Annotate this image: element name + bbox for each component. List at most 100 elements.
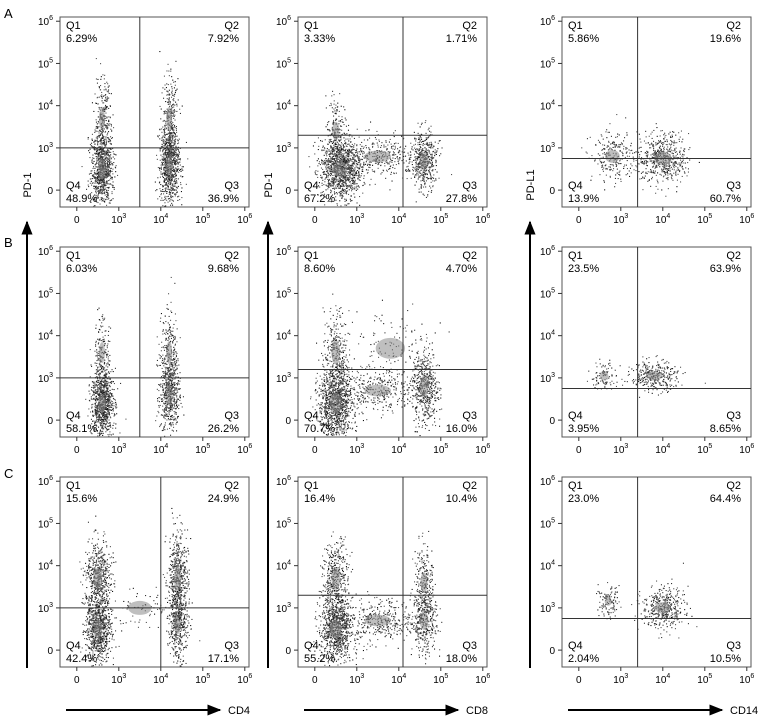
event-dot xyxy=(172,145,174,147)
event-dot xyxy=(102,102,104,104)
event-dot xyxy=(103,144,105,146)
event-dot xyxy=(357,188,359,190)
event-dot xyxy=(96,140,98,142)
event-dot xyxy=(327,188,329,190)
event-dot xyxy=(604,148,606,150)
event-dot xyxy=(172,137,174,139)
event-dot xyxy=(332,153,334,155)
event-dot xyxy=(417,163,419,165)
event-dot xyxy=(358,159,360,161)
event-dot xyxy=(96,161,98,163)
event-dot xyxy=(109,116,111,118)
event-dot xyxy=(643,160,645,162)
event-dot xyxy=(341,183,343,185)
event-dot xyxy=(351,188,353,190)
event-dot xyxy=(101,183,103,185)
event-dot xyxy=(328,174,330,176)
event-dot xyxy=(103,177,105,179)
event-dot xyxy=(332,151,334,153)
event-dot xyxy=(427,178,429,180)
event-dot xyxy=(414,138,416,140)
event-dot xyxy=(169,182,171,184)
event-dot xyxy=(167,132,169,134)
event-dot xyxy=(321,149,323,151)
event-dot xyxy=(664,132,666,134)
event-dot xyxy=(100,180,102,182)
event-dot xyxy=(428,177,430,179)
event-dot xyxy=(682,159,684,161)
event-dot xyxy=(412,169,414,171)
event-dot xyxy=(312,145,314,147)
event-dot xyxy=(642,177,644,179)
event-dot xyxy=(681,160,683,162)
event-dot xyxy=(416,168,418,170)
event-dot xyxy=(163,166,165,168)
event-dot xyxy=(109,202,111,204)
event-dot xyxy=(422,168,424,170)
event-dot xyxy=(163,139,165,141)
event-dot xyxy=(612,165,614,167)
event-dot xyxy=(354,179,356,181)
event-dot xyxy=(91,182,93,184)
event-dot xyxy=(328,194,330,196)
event-dot xyxy=(642,162,644,164)
event-dot xyxy=(614,177,616,179)
event-dots xyxy=(581,114,700,197)
event-dot xyxy=(393,136,395,138)
event-dot xyxy=(171,142,173,144)
event-dot xyxy=(679,150,681,152)
y-tick-label-2: 104 xyxy=(38,100,53,113)
event-dot xyxy=(110,136,112,138)
event-dot xyxy=(641,157,643,159)
event-dot xyxy=(372,170,374,172)
event-dot xyxy=(342,182,344,184)
event-dot xyxy=(624,156,626,158)
event-dot xyxy=(321,159,323,161)
event-dot xyxy=(399,158,401,160)
event-dot xyxy=(673,169,675,171)
event-dot xyxy=(347,150,349,152)
event-dot xyxy=(170,194,172,196)
event-dot xyxy=(177,156,179,158)
event-dot xyxy=(640,178,642,180)
event-dot xyxy=(357,161,359,163)
event-dot xyxy=(615,163,617,165)
event-dot xyxy=(354,152,356,154)
event-dot xyxy=(162,185,164,187)
event-dot xyxy=(105,152,107,154)
event-dot xyxy=(342,180,344,182)
event-dot xyxy=(602,138,604,140)
event-dot xyxy=(389,151,391,153)
event-dot xyxy=(410,154,412,156)
event-dot xyxy=(329,130,331,132)
event-dot xyxy=(94,140,96,142)
event-dot xyxy=(640,161,642,163)
event-dot xyxy=(427,129,429,131)
event-dot xyxy=(179,161,181,163)
event-dot xyxy=(174,142,176,144)
event-dot xyxy=(172,174,174,176)
event-dot xyxy=(650,143,652,145)
event-dot xyxy=(418,176,420,178)
event-dot xyxy=(164,153,166,155)
event-dot xyxy=(678,169,680,171)
event-dot xyxy=(663,138,665,140)
event-dot xyxy=(417,132,419,134)
event-dot xyxy=(174,81,176,83)
event-dot xyxy=(362,153,364,155)
event-dot xyxy=(415,162,417,164)
event-dot xyxy=(391,160,393,162)
y-tick-label-0: 0 xyxy=(47,186,53,197)
event-dot xyxy=(111,162,113,164)
event-dot xyxy=(316,160,318,162)
event-dot xyxy=(111,129,113,131)
event-dot xyxy=(430,160,432,162)
event-dot xyxy=(96,174,98,176)
event-dot xyxy=(386,148,388,150)
event-dot xyxy=(335,179,337,181)
event-dot xyxy=(670,136,672,138)
event-dot xyxy=(439,140,441,142)
event-dot xyxy=(327,122,329,124)
event-dot xyxy=(330,173,332,175)
event-dot xyxy=(335,153,337,155)
